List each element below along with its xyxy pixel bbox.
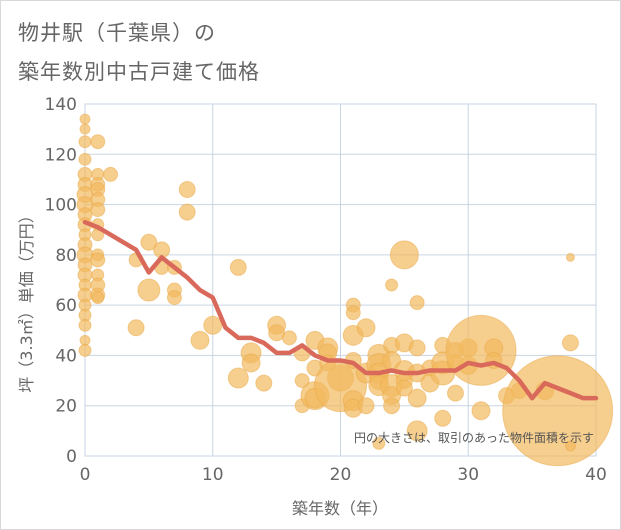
bubble-point-106 <box>434 409 452 427</box>
chart-title-line2: 築年数別中古戸建て価格 <box>18 60 260 84</box>
bubble-point-48 <box>190 330 210 350</box>
bubble-point-59 <box>294 373 310 389</box>
bubble-point-38 <box>127 319 145 337</box>
bubble-point-71 <box>345 305 361 321</box>
bubble-point-0 <box>79 113 91 125</box>
x-tick-label-4: 40 <box>585 465 607 485</box>
bubble-point-2 <box>78 135 92 149</box>
bubble-point-51 <box>227 367 249 389</box>
bubble-point-50 <box>229 258 247 276</box>
bubble-point-1 <box>79 123 91 135</box>
bubble-point-121 <box>561 334 579 352</box>
y-tick-labels: 0 20 40 60 80 100 120 140 <box>45 95 77 467</box>
bubble-point-122 <box>564 440 576 452</box>
y-tick-label-2: 40 <box>55 346 77 366</box>
bubble-point-19 <box>78 318 92 332</box>
y-tick-label-0: 0 <box>66 447 77 467</box>
bubble-point-20 <box>79 334 91 346</box>
bubble-point-21 <box>78 343 92 357</box>
bubble-point-84 <box>372 436 386 450</box>
bubble-layer <box>76 113 614 467</box>
bubble-point-95 <box>395 379 413 397</box>
y-tick-label-6: 120 <box>45 145 77 165</box>
x-tick-label-0: 0 <box>80 465 91 485</box>
bubble-point-113 <box>471 401 491 421</box>
bubble-point-90 <box>383 397 401 415</box>
x-tick-label-1: 10 <box>202 465 224 485</box>
y-tick-label-7: 140 <box>45 95 77 115</box>
x-axis-title: 築年数（年） <box>292 499 388 518</box>
bubble-point-91 <box>389 240 419 270</box>
bubble-point-100 <box>406 420 428 442</box>
y-tick-label-5: 100 <box>45 196 77 216</box>
x-tick-labels: 0 10 20 30 40 <box>80 465 607 485</box>
bubble-point-99 <box>407 388 427 408</box>
bubble-point-27 <box>90 202 106 218</box>
trend-line-layer <box>82 219 599 401</box>
x-tick-label-3: 30 <box>457 465 479 485</box>
bubble-point-49 <box>203 315 223 335</box>
bubble-point-35 <box>91 291 105 305</box>
bubble-point-57 <box>281 330 297 346</box>
bubble-point-97 <box>408 339 426 357</box>
bubble-point-85 <box>385 278 399 292</box>
bubble-point-31 <box>90 252 106 268</box>
bubble-point-109 <box>446 384 464 402</box>
bubble-point-96 <box>409 295 425 311</box>
bubble-point-53 <box>241 353 261 373</box>
bubble-point-76 <box>356 318 376 338</box>
bubble-point-39 <box>140 233 158 251</box>
bubble-point-46 <box>178 180 196 198</box>
bubble-point-47 <box>178 203 196 221</box>
bubble-point-120 <box>565 252 575 262</box>
bubble-point-22 <box>90 134 106 150</box>
bubble-point-119 <box>502 355 614 467</box>
chart-title-line1: 物井駅（千葉県）の <box>18 21 216 45</box>
bubble-point-54 <box>255 374 273 392</box>
y-tick-label-4: 80 <box>55 246 77 266</box>
x-tick-label-2: 20 <box>330 465 352 485</box>
bubble-point-3 <box>78 152 92 166</box>
trend-line-series <box>82 219 599 401</box>
bubble-point-78 <box>357 397 375 415</box>
bubble-point-40 <box>137 278 161 302</box>
y-tick-label-3: 60 <box>55 296 77 316</box>
bubble-point-112 <box>445 314 517 386</box>
bubble-point-36 <box>103 166 119 182</box>
bubble-point-45 <box>166 290 182 306</box>
y-tick-label-1: 20 <box>55 397 77 417</box>
size-note: 円の大きさは、取引のあった物件面積を示す <box>354 430 594 445</box>
y-axis-title: 坪（3.3㎡）単価（万円） <box>17 207 36 392</box>
